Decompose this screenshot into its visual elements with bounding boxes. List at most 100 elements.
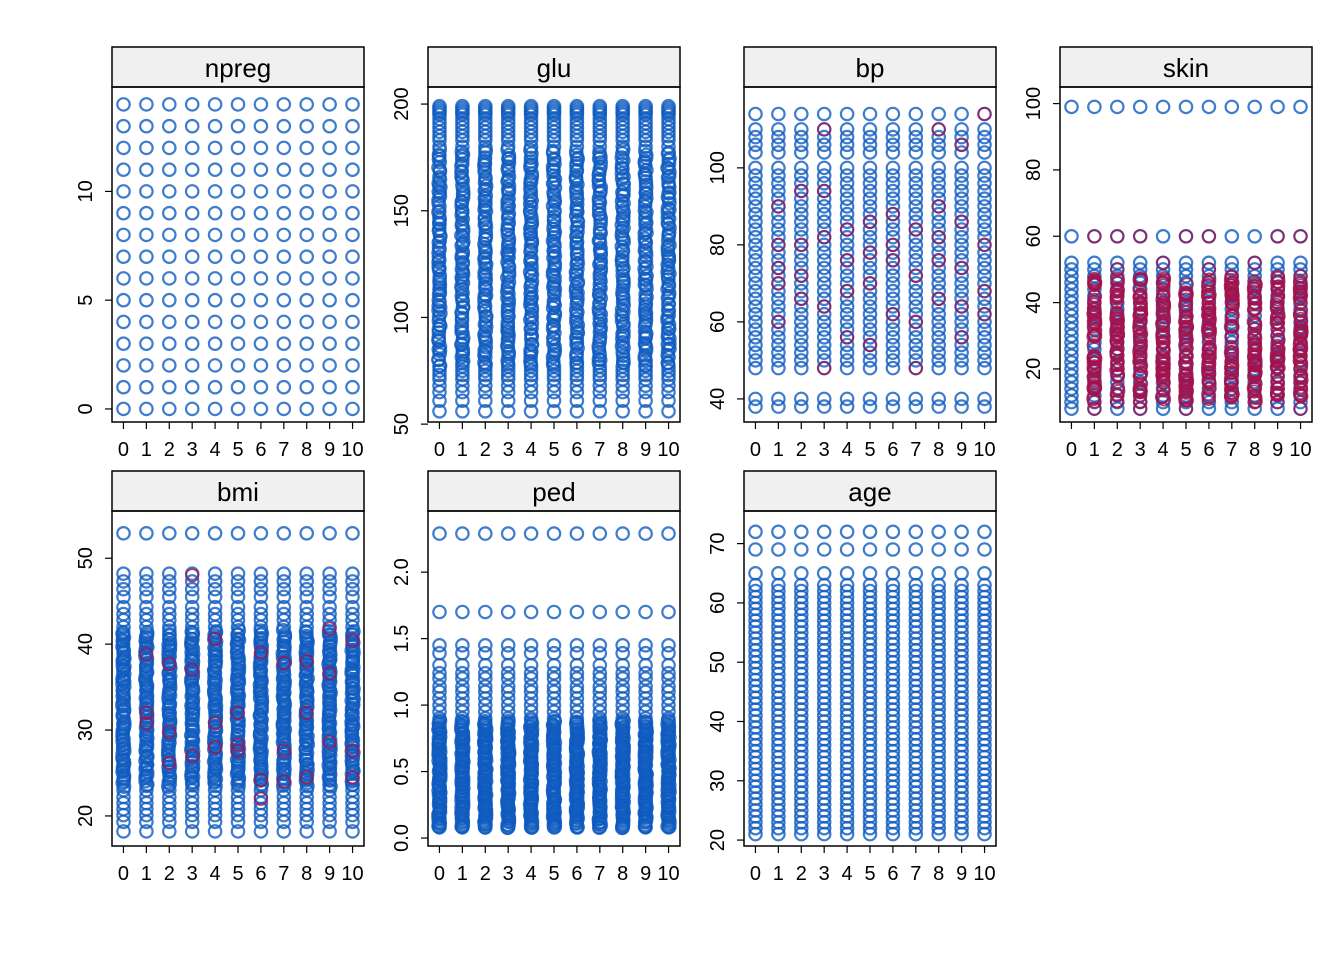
x-tick-label: 5 [548, 863, 559, 885]
observed-point [931, 191, 946, 206]
observed-point [139, 824, 154, 839]
observed-point [862, 565, 878, 581]
observed-point [885, 583, 901, 599]
observed-point [931, 206, 946, 222]
observed-point [954, 145, 969, 160]
x-tick-label: 1 [141, 863, 152, 885]
x-tick-label: 6 [1203, 439, 1214, 461]
observed-point [299, 292, 314, 308]
imputed-point [208, 740, 223, 755]
observed-point [771, 214, 786, 230]
observed-point [816, 137, 832, 153]
imputed-point [1223, 319, 1239, 334]
observed-point [954, 229, 969, 245]
observed-point [500, 637, 516, 653]
observed-point [839, 191, 855, 206]
observed-point [954, 345, 969, 360]
observed-point [931, 276, 946, 291]
observed-point [546, 665, 562, 681]
observed-point [839, 299, 855, 314]
imputed-point [1293, 375, 1308, 391]
imputed-point [1110, 262, 1125, 277]
observed-point [162, 97, 177, 112]
observed-point [299, 599, 314, 615]
observed-point [638, 403, 653, 419]
observed-point [569, 645, 585, 661]
imputed-point [771, 237, 786, 252]
observed-point [661, 225, 677, 240]
observed-point [793, 322, 809, 337]
observed-point [207, 358, 223, 373]
observed-point [638, 657, 653, 673]
imputed-point [1201, 389, 1216, 405]
observed-point [345, 606, 360, 622]
observed-point [116, 624, 131, 640]
observed-point [977, 299, 992, 314]
observed-point [116, 566, 131, 581]
observed-point [931, 542, 946, 557]
imputed-point [1201, 341, 1217, 356]
observed-point [839, 237, 855, 253]
imputed-point [908, 360, 923, 376]
observed-point [184, 271, 200, 286]
x-tick-label: 2 [164, 439, 175, 461]
observed-point [771, 129, 786, 145]
observed-point [1224, 255, 1240, 271]
observed-point [139, 566, 154, 581]
observed-point [455, 363, 470, 379]
observed-point [1178, 99, 1194, 115]
observed-point [546, 378, 562, 393]
observed-point [162, 271, 177, 286]
observed-point [793, 306, 809, 322]
imputed-point [1132, 281, 1147, 297]
x-tick-label: 7 [1226, 439, 1237, 461]
observed-point [162, 589, 177, 605]
imputed-point [1133, 229, 1148, 244]
observed-point [139, 97, 154, 112]
observed-point [184, 249, 200, 265]
observed-point [1293, 262, 1308, 277]
imputed-point [1132, 324, 1147, 339]
observed-point [839, 391, 855, 407]
observed-point [568, 144, 584, 159]
observed-point [162, 581, 177, 597]
observed-point [592, 221, 608, 237]
y-tick-label: 0.0 [391, 824, 413, 852]
observed-point [569, 98, 585, 114]
imputed-point [1201, 229, 1217, 244]
x-tick-label: 0 [118, 439, 129, 461]
observed-point [116, 249, 131, 265]
observed-point [592, 231, 607, 247]
observed-point [477, 378, 493, 393]
observed-point [322, 589, 337, 605]
observed-point [139, 358, 154, 373]
imputed-point [1133, 394, 1148, 409]
observed-point [570, 219, 586, 234]
x-tick-label: 6 [887, 863, 898, 885]
observed-point [931, 391, 946, 407]
x-tick-label: 5 [548, 439, 559, 461]
observed-point [977, 206, 992, 222]
x-tick-label: 1 [773, 863, 784, 885]
x-tick-label: 9 [1272, 439, 1283, 461]
imputed-point [1293, 342, 1308, 358]
imputed-point [1109, 291, 1124, 306]
observed-point [793, 106, 809, 122]
imputed-point [1178, 229, 1194, 244]
x-tick-label: 4 [842, 439, 853, 461]
observed-point [230, 97, 246, 112]
observed-point [748, 283, 763, 299]
observed-point [908, 565, 924, 581]
observed-point [162, 525, 177, 541]
strip-title: skin [1163, 53, 1209, 83]
observed-point [748, 245, 763, 260]
observed-point [592, 393, 608, 408]
observed-point [1155, 229, 1171, 244]
observed-point [139, 525, 154, 541]
observed-point [276, 97, 292, 112]
observed-point [638, 393, 653, 408]
observed-point [615, 637, 630, 653]
observed-point [139, 581, 154, 597]
observed-point [793, 222, 809, 237]
